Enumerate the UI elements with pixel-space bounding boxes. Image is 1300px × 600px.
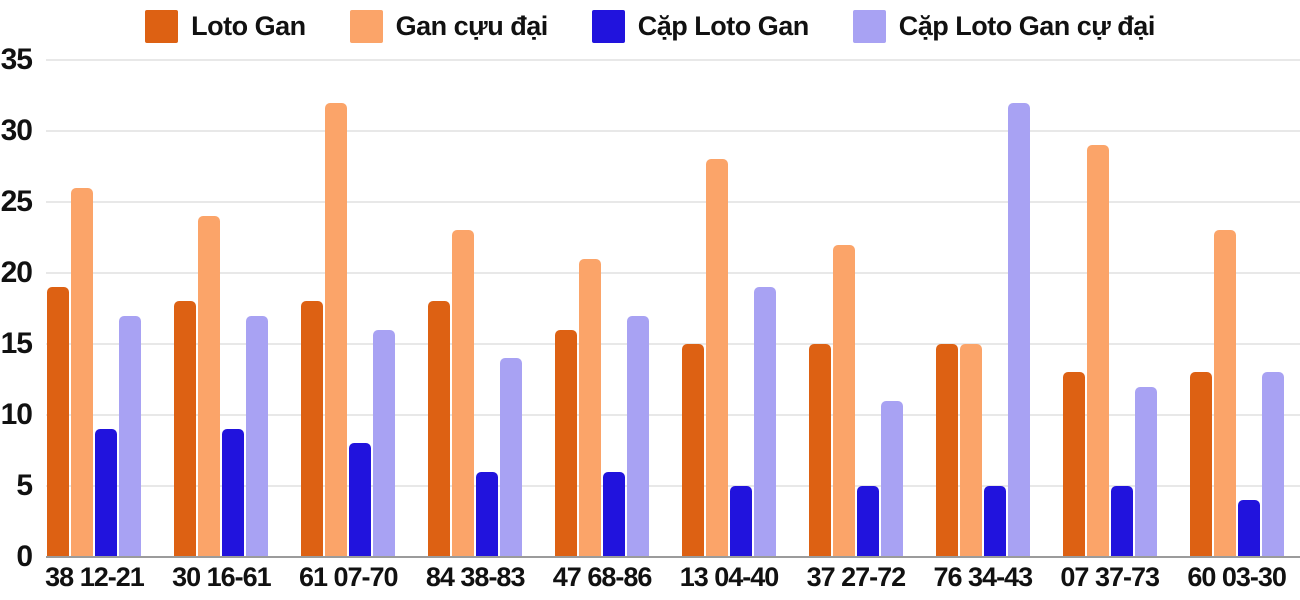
legend-item-3[interactable]: Cặp Loto Gan cự đại [852, 9, 1156, 43]
bar-series0-cat6[interactable] [808, 344, 831, 557]
bar-series0-cat8[interactable] [1062, 372, 1085, 557]
legend-swatch-icon [852, 9, 886, 43]
y-tick-label-30: 30 [0, 114, 33, 147]
x-tick-label-0: 38 12-21 [45, 562, 145, 592]
bar-group-1 [158, 60, 285, 557]
legend-label: Cặp Loto Gan [637, 10, 810, 41]
bar-series1-cat0[interactable] [71, 187, 94, 557]
bar-series3-cat0[interactable] [119, 315, 142, 557]
x-tick-label-3: 84 38-83 [425, 562, 526, 592]
legend-swatch-icon [145, 9, 179, 43]
x-tick-label-5: 13 04-40 [679, 562, 780, 592]
bars-layer [31, 60, 1300, 557]
bar-series3-cat5[interactable] [753, 287, 776, 557]
bar-series0-cat0[interactable] [47, 287, 70, 557]
bar-series0-cat9[interactable] [1189, 372, 1212, 557]
bar-series3-cat9[interactable] [1261, 372, 1284, 557]
bar-series3-cat6[interactable] [880, 400, 903, 557]
legend-item-2[interactable]: Cặp Loto Gan [591, 9, 810, 43]
bar-group-4 [539, 60, 666, 557]
bar-series0-cat5[interactable] [681, 344, 704, 557]
bar-series2-cat3[interactable] [476, 471, 499, 557]
gridline-25 [46, 201, 1300, 203]
bar-series0-cat4[interactable] [555, 329, 578, 557]
bar-series1-cat1[interactable] [198, 216, 221, 557]
bar-series2-cat7[interactable] [983, 486, 1006, 557]
y-tick-label-0: 0 [16, 540, 33, 573]
bar-group-3 [412, 60, 539, 557]
x-tick-label-8: 07 37-73 [1060, 562, 1160, 592]
bar-series2-cat0[interactable] [95, 429, 118, 557]
bar-series2-cat1[interactable] [222, 429, 245, 557]
bar-series2-cat6[interactable] [856, 486, 879, 557]
gridline-10 [46, 414, 1300, 417]
x-tick-label-7: 76 34-43 [933, 562, 1034, 592]
bar-series0-cat1[interactable] [174, 301, 197, 557]
x-tick-label-4: 47 68-86 [552, 562, 653, 592]
bar-series2-cat5[interactable] [729, 486, 752, 557]
x-axis-labels: 38 12-21 30 16-61 61 07-70 84 38-83 47 68-86… [31, 562, 1300, 593]
bar-series1-cat3[interactable] [452, 230, 475, 557]
x-tick-label-2: 61 07-70 [298, 562, 399, 592]
bar-group-8 [1046, 60, 1173, 557]
legend-item-0[interactable]: Loto Gan [145, 9, 306, 43]
bar-series2-cat8[interactable] [1110, 486, 1133, 557]
x-tick-label-1: 30 16-61 [172, 562, 272, 592]
x-axis-line [46, 556, 1300, 558]
gridline-35 [46, 59, 1300, 61]
bar-series1-cat7[interactable] [959, 344, 982, 557]
y-axis-labels: 0 5 10 15 20 25 30 35 [0, 45, 40, 572]
gridline-5 [46, 485, 1300, 488]
legend-label: Loto Gan [191, 10, 306, 41]
bar-series2-cat2[interactable] [349, 443, 372, 557]
bar-series3-cat3[interactable] [500, 358, 523, 557]
bar-series3-cat4[interactable] [627, 315, 650, 557]
legend-label: Cặp Loto Gan cự đại [898, 10, 1156, 41]
bar-group-9 [1173, 60, 1300, 557]
bar-series3-cat8[interactable] [1134, 386, 1157, 557]
bar-series0-cat2[interactable] [301, 301, 324, 557]
bar-series0-cat7[interactable] [935, 344, 958, 557]
y-tick-label-20: 20 [0, 256, 33, 289]
legend-item-1[interactable]: Gan cựu đại [349, 9, 549, 43]
y-tick-label-25: 25 [0, 185, 33, 218]
y-tick-label-5: 5 [16, 469, 33, 502]
bar-series1-cat2[interactable] [325, 102, 348, 557]
bar-group-5 [666, 60, 793, 557]
gridline-20 [46, 272, 1300, 275]
bar-series2-cat9[interactable] [1237, 500, 1260, 557]
legend-swatch-icon [591, 9, 625, 43]
gridline-15 [46, 343, 1300, 345]
bar-series0-cat3[interactable] [428, 301, 451, 557]
bar-series1-cat5[interactable] [705, 159, 728, 557]
bar-series3-cat7[interactable] [1007, 102, 1030, 557]
bar-series1-cat6[interactable] [832, 244, 855, 557]
bar-series2-cat4[interactable] [603, 471, 626, 557]
x-tick-label-9: 60 03-30 [1187, 562, 1287, 592]
legend-label: Gan cựu đại [395, 10, 549, 41]
x-tick-label-6: 37 27-72 [806, 562, 907, 592]
bar-series1-cat9[interactable] [1213, 230, 1236, 557]
legend-swatch-icon [349, 9, 383, 43]
y-tick-label-15: 15 [0, 327, 33, 360]
gridline-30 [46, 130, 1300, 132]
plot-area [46, 59, 1300, 558]
bar-group-0 [31, 60, 158, 557]
bar-group-2 [285, 60, 412, 557]
y-tick-label-10: 10 [0, 398, 33, 431]
chart-legend: Loto Gan Gan cựu đại Cặp Loto Gan Cặp Loto … [0, 6, 1300, 46]
bar-group-7 [919, 60, 1046, 557]
bar-series1-cat4[interactable] [579, 258, 602, 557]
bar-group-6 [792, 60, 919, 557]
bar-series1-cat8[interactable] [1086, 145, 1109, 557]
y-tick-label-35: 35 [0, 43, 33, 76]
bar-series3-cat2[interactable] [373, 329, 396, 557]
bar-series3-cat1[interactable] [246, 315, 269, 557]
